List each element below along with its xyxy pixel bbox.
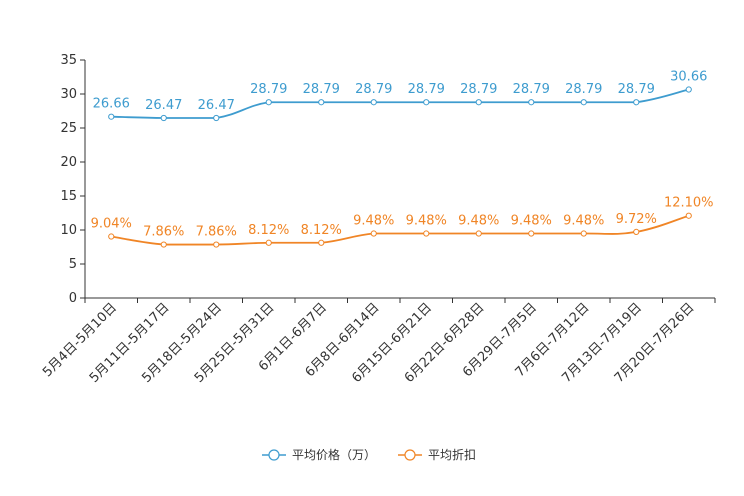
y-tick-label: 20 (60, 155, 77, 170)
y-tick-label: 30 (60, 87, 77, 102)
data-label-1: 7.86% (143, 225, 184, 240)
data-point-1 (633, 228, 640, 236)
data-label-1: 9.48% (563, 214, 604, 229)
legend-marker-icon (404, 449, 416, 461)
data-point-1 (580, 230, 587, 237)
y-tick-label: 10 (60, 223, 77, 238)
data-point-0 (475, 99, 482, 106)
legend-item-1[interactable]: 平均折扣 (398, 447, 476, 462)
data-labels: 26.66 26.47 26.47 28.79 28.79 28.79 28.79 28.79… (91, 70, 714, 240)
data-point-0 (370, 99, 377, 106)
data-label-1: 12.10% (664, 196, 714, 211)
data-label-0: 26.66 (93, 97, 130, 112)
data-point-0 (108, 113, 115, 120)
data-point-1 (528, 230, 535, 237)
data-label-1: 9.48% (511, 214, 552, 229)
data-label-1: 9.48% (353, 214, 394, 229)
legend-marker-icon (268, 449, 280, 461)
legend-label: 平均折扣 (428, 447, 476, 462)
data-label-0: 28.79 (565, 82, 602, 97)
data-point-1 (318, 239, 325, 246)
data-point-1 (370, 230, 377, 237)
data-label-1: 9.48% (406, 214, 447, 229)
data-point-1 (685, 212, 692, 219)
data-label-0: 26.47 (198, 98, 235, 113)
series-line-1 (111, 214, 690, 246)
data-point-0 (633, 99, 640, 106)
data-label-0: 30.66 (670, 70, 707, 85)
series-group (108, 86, 692, 248)
data-point-0 (318, 99, 325, 106)
data-label-0: 26.47 (145, 98, 182, 113)
data-label-1: 8.12% (301, 223, 342, 238)
data-label-0: 28.79 (460, 82, 497, 97)
y-tick-label: 15 (60, 189, 77, 204)
data-label-0: 28.79 (618, 82, 655, 97)
legend-item-0[interactable]: 平均价格（万） (262, 447, 376, 462)
data-label-1: 9.48% (458, 214, 499, 229)
data-point-1 (423, 230, 430, 237)
data-label-0: 28.79 (355, 82, 392, 97)
data-point-1 (108, 233, 115, 240)
legend-label: 平均价格（万） (292, 447, 376, 462)
data-label-1: 9.72% (616, 212, 657, 227)
data-label-0: 28.79 (513, 82, 550, 97)
y-tick-label: 35 (60, 53, 77, 68)
y-tick-label: 0 (69, 291, 77, 306)
data-point-0 (160, 114, 167, 122)
data-point-0 (528, 99, 535, 106)
data-label-0: 28.79 (408, 82, 445, 97)
data-label-0: 28.79 (303, 82, 340, 97)
data-point-1 (265, 239, 272, 246)
data-point-0 (265, 99, 272, 106)
data-point-1 (213, 241, 220, 248)
data-point-1 (160, 241, 167, 248)
data-point-0 (580, 99, 587, 106)
series-line-0 (111, 88, 689, 119)
data-label-1: 8.12% (248, 223, 289, 238)
data-point-0 (423, 99, 430, 106)
data-point-0 (685, 86, 692, 93)
y-tick-label: 25 (60, 121, 77, 136)
data-label-0: 28.79 (250, 82, 287, 97)
data-label-1: 7.86% (196, 225, 237, 240)
y-tick-label: 5 (69, 257, 77, 272)
data-label-1: 9.04% (91, 217, 132, 232)
data-point-0 (213, 114, 220, 122)
legend[interactable]: 平均价格（万） 平均折扣 (262, 447, 476, 462)
data-point-1 (475, 230, 482, 237)
